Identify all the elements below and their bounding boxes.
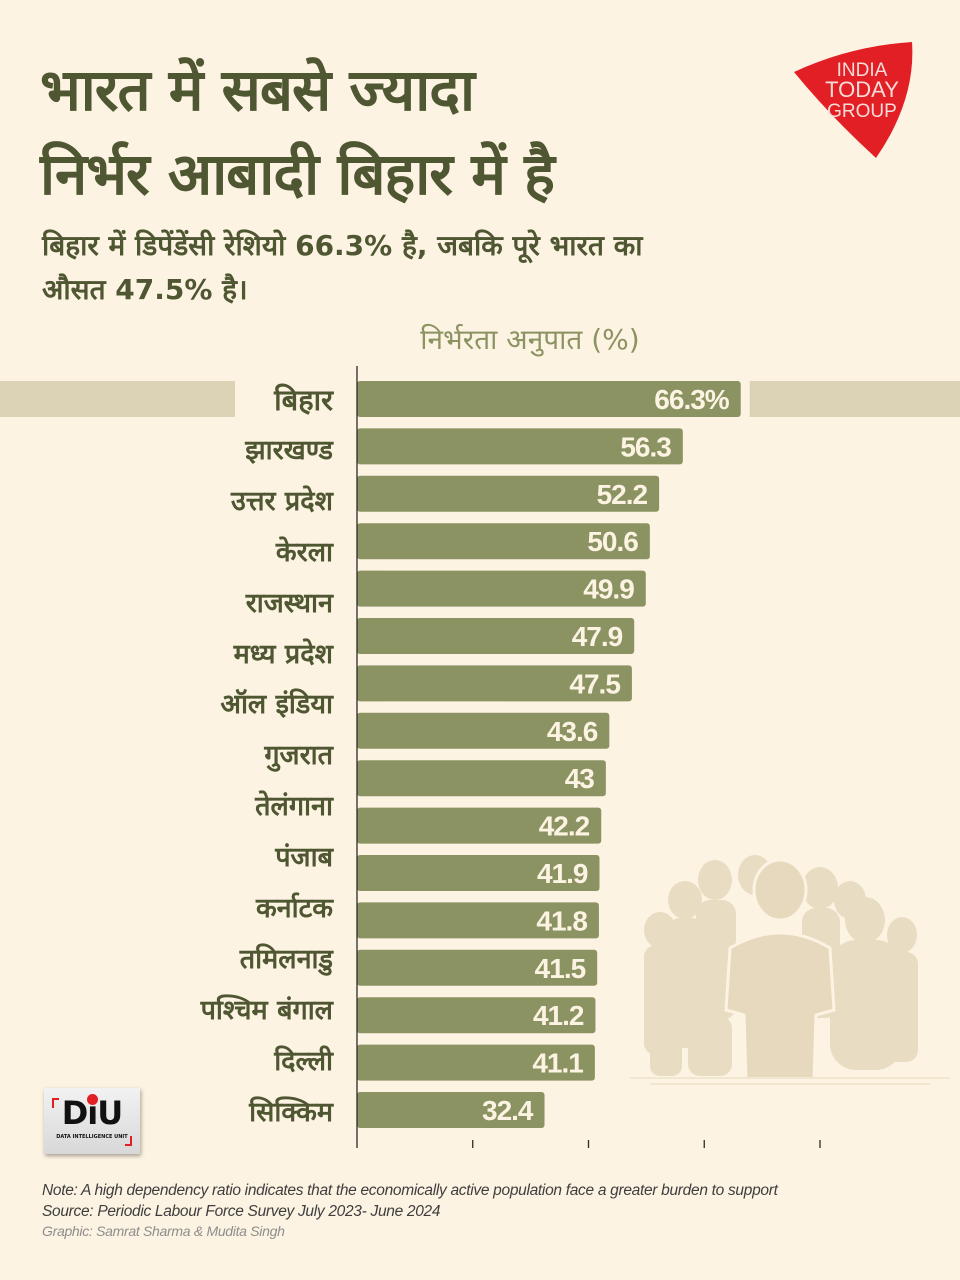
highlight-band-right: [749, 381, 960, 417]
category-label: मध्य प्रदेश: [233, 638, 333, 670]
category-label: दिल्ली: [274, 1045, 333, 1077]
category-label: कर्नाटक: [255, 893, 333, 924]
bar-group: 43.6: [357, 712, 610, 749]
diu-logo-subtext: DATA INTELLIGENCE UNIT: [56, 1134, 128, 1140]
data-label: 49.9: [583, 574, 634, 605]
data-label: 41.2: [533, 1000, 584, 1031]
bar: [357, 523, 650, 560]
category-label: पश्चिम बंगाल: [200, 994, 333, 1026]
category-label: ऑल इंडिया: [220, 689, 333, 721]
bar: [357, 855, 600, 891]
bar-group: 49.9: [357, 570, 646, 607]
bar-group: 41.1: [357, 1044, 595, 1081]
subtitle-line-2: औसत 47.5% है।: [42, 273, 248, 306]
category-label: राजस्थान: [245, 587, 333, 619]
bar-chart: 66.3% 56.3 52.2 50.6 49.9 47.9 47.5 43.6 43 42.2 4…: [0, 366, 960, 1148]
bar-group: 42.2: [357, 807, 602, 844]
bar: [357, 1044, 595, 1081]
data-label: 32.4: [482, 1095, 534, 1126]
bar-group: 41.8: [357, 902, 599, 939]
diu-dot-icon: [87, 1094, 98, 1105]
highlight-band-left: [0, 381, 235, 417]
category-label: तमिलनाडु: [239, 943, 333, 975]
bar: [357, 475, 660, 512]
category-label: बिहार: [274, 383, 333, 417]
bar: [357, 760, 606, 797]
india-today-group-logo: INDIA TODAY GROUP: [790, 40, 918, 160]
title-line-2: निर्भर आबादी बिहार में है: [40, 140, 555, 208]
data-label: 47.5: [569, 668, 620, 699]
bar: [357, 902, 599, 939]
data-label: 43.6: [547, 716, 598, 747]
diu-logo: DiU DATA INTELLIGENCE UNIT: [44, 1088, 140, 1154]
bar-group: 41.5: [357, 949, 598, 986]
category-label: केरला: [275, 536, 333, 568]
category-label: पंजाब: [275, 842, 333, 874]
bar-group: 47.9: [357, 618, 635, 654]
bar: [357, 618, 635, 654]
bar-group: 43: [357, 760, 606, 797]
bar: [357, 807, 602, 844]
category-label: तेलंगाना: [255, 791, 333, 823]
data-label: 41.8: [536, 905, 587, 936]
category-label: सिक्किम: [249, 1096, 333, 1128]
footer-credit: Graphic: Samrat Sharma & Mudita Singh: [42, 1223, 285, 1239]
data-label: 47.9: [572, 621, 623, 652]
data-label: 41.9: [537, 858, 588, 889]
bar: [357, 949, 598, 986]
diu-bracket-left-icon: [52, 1098, 59, 1108]
category-label: गुजरात: [264, 740, 333, 772]
data-label: 66.3%: [654, 384, 729, 415]
bar-group: 41.9: [357, 855, 600, 891]
bar-group: 32.4: [357, 1092, 545, 1128]
data-label: 42.2: [539, 811, 590, 842]
bar-group: 66.3%: [357, 381, 741, 417]
category-label: उत्तर प्रदेश: [231, 485, 333, 517]
subtitle-line-1: बिहार में डिपेंडेंसी रेशियो 66.3% है, जब…: [42, 229, 643, 262]
bar: [357, 1092, 545, 1128]
footer-note: Note: A high dependency ratio indicates …: [42, 1182, 778, 1199]
bar-group: 47.5: [357, 665, 632, 702]
footer: Note: A high dependency ratio indicates …: [42, 1180, 942, 1240]
bar: [357, 997, 596, 1034]
dependent-population-illustration: [630, 855, 950, 1085]
bar: [357, 381, 741, 417]
data-label: 43: [565, 763, 595, 794]
bar: [357, 428, 683, 465]
bar-group: 50.6: [357, 523, 650, 560]
subtitle: बिहार में डिपेंडेंसी रेशियो 66.3% है, जब…: [42, 224, 762, 312]
data-label: 56.3: [620, 431, 671, 462]
bar-group: 41.2: [357, 997, 596, 1034]
page-title: भारत में सबसे ज्यादा निर्भर आबादी बिहार …: [40, 48, 760, 216]
data-label: 52.2: [597, 479, 648, 510]
data-label: 41.5: [535, 953, 586, 984]
bar-group: 56.3: [357, 428, 683, 465]
logo-text-3: GROUP: [827, 101, 897, 122]
logo-shield-icon: INDIA TODAY GROUP: [794, 42, 913, 158]
data-label: 50.6: [587, 526, 638, 557]
diu-bracket-right-icon: [125, 1136, 132, 1146]
category-label: झारखण्ड: [245, 434, 333, 466]
bar: [357, 712, 610, 749]
logo-text-1: INDIA: [837, 60, 888, 81]
bar: [357, 570, 646, 607]
data-label: 41.1: [532, 1048, 583, 1079]
title-line-1: भारत में सबसे ज्यादा: [40, 56, 475, 124]
axis-title: निर्भरता अनुपात (%): [420, 323, 640, 356]
bar: [357, 665, 632, 702]
bar-group: 52.2: [357, 475, 660, 512]
logo-text-2: TODAY: [825, 77, 899, 102]
footer-source: Source: Periodic Labour Force Survey Jul…: [42, 1203, 441, 1220]
